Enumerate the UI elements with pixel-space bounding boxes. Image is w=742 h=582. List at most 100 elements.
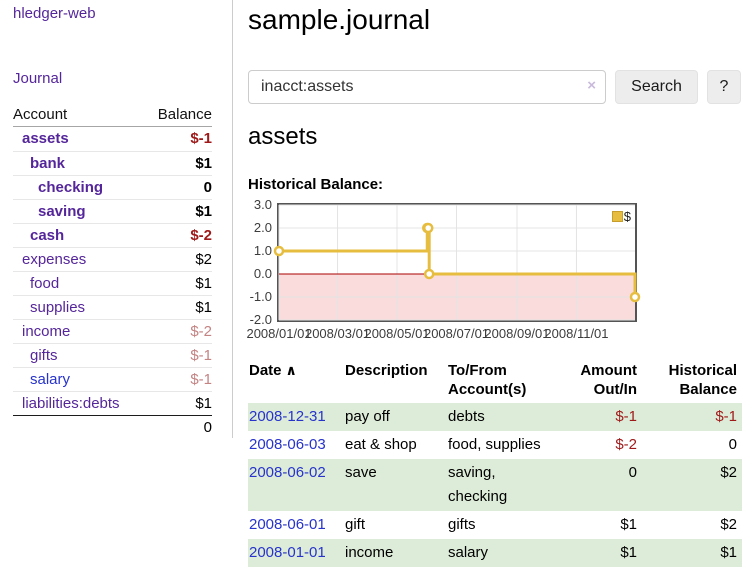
account-link-salary[interactable]: salary [30,371,71,388]
x-axis-tick-label: 2008/03/01 [304,326,371,341]
transaction-date-cell: 2008-06-03 [248,433,345,457]
transaction-date-link[interactable]: 2008-06-03 [249,436,326,453]
account-heading: assets [248,123,318,150]
transaction-date-cell: 2008-06-01 [248,513,345,537]
col-header-balance: Historical Balance [668,362,737,398]
x-axis-tick-label: 2008/11/01 [544,326,609,341]
col-header-accounts: To/From Account(s) [448,362,527,398]
account-link-checking[interactable]: checking [38,179,104,196]
transaction-description: pay off [345,408,390,425]
col-header-date[interactable]: Date ∧ [249,362,297,379]
transaction-amount: 0 [628,464,637,481]
transaction-accounts: food, supplies [448,436,541,453]
transaction-row: 2008-06-03 eat & shop food, supplies $-2 0 [248,431,742,459]
y-axis-tick-label: 3.0 [253,197,272,212]
account-link-income[interactable]: income [22,323,71,340]
col-header-description: Description [345,362,428,379]
account-balance: $-1 [190,347,212,364]
account-balance: $1 [195,155,212,172]
legend-swatch-icon [611,211,623,222]
transaction-accounts: salary [448,544,489,561]
clear-search-icon[interactable]: × [587,77,596,94]
transaction-date-link[interactable]: 2008-06-02 [249,464,326,481]
account-link-supplies[interactable]: supplies [30,299,86,316]
accounts-total-value: 0 [203,419,212,436]
transaction-amount: $-1 [615,408,637,425]
y-axis-tick-label: 1.0 [253,243,272,258]
accounts-table-header: Account Balance [13,104,212,127]
transaction-date-link[interactable]: 2008-12-31 [249,408,326,425]
transaction-balance: 0 [728,436,737,453]
transaction-description: gift [345,516,366,533]
main-content: sample.journal × Search ? assets Histori… [246,0,742,582]
sidebar: hledger-web Journal Account Balance asse… [0,0,233,438]
account-row: bank $1 [13,151,212,175]
accounts-col-account: Account [13,106,68,123]
col-header-amount: Amount Out/In [580,362,637,398]
transaction-accounts: saving, checking [448,464,508,505]
account-balance: 0 [203,179,212,196]
account-link-liabilities-debts[interactable]: liabilities:debts [22,395,120,412]
account-row: food $1 [13,271,212,295]
transaction-balance: $-1 [715,408,737,425]
account-link-cash[interactable]: cash [30,227,65,244]
account-link-expenses[interactable]: expenses [22,251,87,268]
transaction-date-link[interactable]: 2008-01-01 [249,544,326,561]
account-balance: $1 [195,275,212,292]
account-link-gifts[interactable]: gifts [30,347,58,364]
sort-ascending-icon: ∧ [285,362,297,378]
account-row: salary $-1 [13,367,212,391]
chart-canvas [273,204,641,321]
accounts-total-row: 0 [13,415,212,440]
transaction-amount: $1 [620,516,637,533]
transaction-amount: $-2 [615,436,637,453]
account-balance: $2 [195,251,212,268]
help-button[interactable]: ? [707,70,741,104]
x-axis-tick-label: 2008/05/01 [364,326,430,341]
y-axis-tick-label: -2.0 [249,312,272,327]
search-input-wrap: × [248,70,606,104]
account-link-saving[interactable]: saving [38,203,86,220]
transaction-row: 2008-12-31 pay off debts $-1 $-1 [248,403,742,431]
page-title: sample.journal [248,4,431,35]
chart-plot-area: $ [273,203,641,322]
transaction-balance: $2 [720,516,737,533]
x-axis-tick-label: 2008/01/01 [246,326,312,341]
account-link-assets[interactable]: assets [22,130,69,147]
account-balance: $-1 [190,130,212,147]
register-table-header: Date ∧ Description To/From Account(s) Amo… [248,361,742,399]
sidebar-item-journal[interactable]: Journal [13,70,63,87]
transaction-date-cell: 2008-01-01 [248,541,345,565]
account-balance: $1 [195,299,212,316]
transaction-balance: $1 [720,544,737,561]
transaction-accounts: gifts [448,516,476,533]
transaction-row: 2008-01-01 income salary $1 $1 [248,539,742,567]
y-axis-tick-label: -1.0 [249,289,272,304]
account-balance: $-2 [190,227,212,244]
legend-label: $ [623,209,631,224]
transaction-row: 2008-06-01 gift gifts $1 $2 [248,511,742,539]
app-title-link[interactable]: hledger-web [13,5,96,22]
x-axis-tick-label: 2008/09/01 [484,326,550,341]
account-row: expenses $2 [13,247,212,271]
transaction-row: 2008-06-02 save saving, checking 0 $2 [248,459,742,511]
account-balance: $-2 [190,323,212,340]
account-row: saving $1 [13,199,212,223]
chart-title: Historical Balance: [248,176,384,193]
x-axis-tick-label: 2008/07/01 [423,326,490,341]
historical-balance-chart: 3.0 2.0 1.0 0.0 -1.0 -2.0 $ 2008/01/01 2008/03… [246,197,742,343]
transaction-description: eat & shop [345,436,417,453]
account-row: income $-2 [13,319,212,343]
transaction-date-cell: 2008-12-31 [248,405,345,429]
account-link-food[interactable]: food [30,275,60,292]
search-input[interactable] [248,70,606,104]
accounts-table: Account Balance assets $-1 bank $1 checking 0… [13,104,212,440]
transaction-date-link[interactable]: 2008-06-01 [249,516,326,533]
transaction-amount: $1 [620,544,637,561]
account-row: supplies $1 [13,295,212,319]
transaction-accounts: debts [448,408,485,425]
account-link-bank[interactable]: bank [30,155,66,172]
account-row: liabilities:debts $1 [13,391,212,415]
search-button[interactable]: Search [615,70,698,104]
